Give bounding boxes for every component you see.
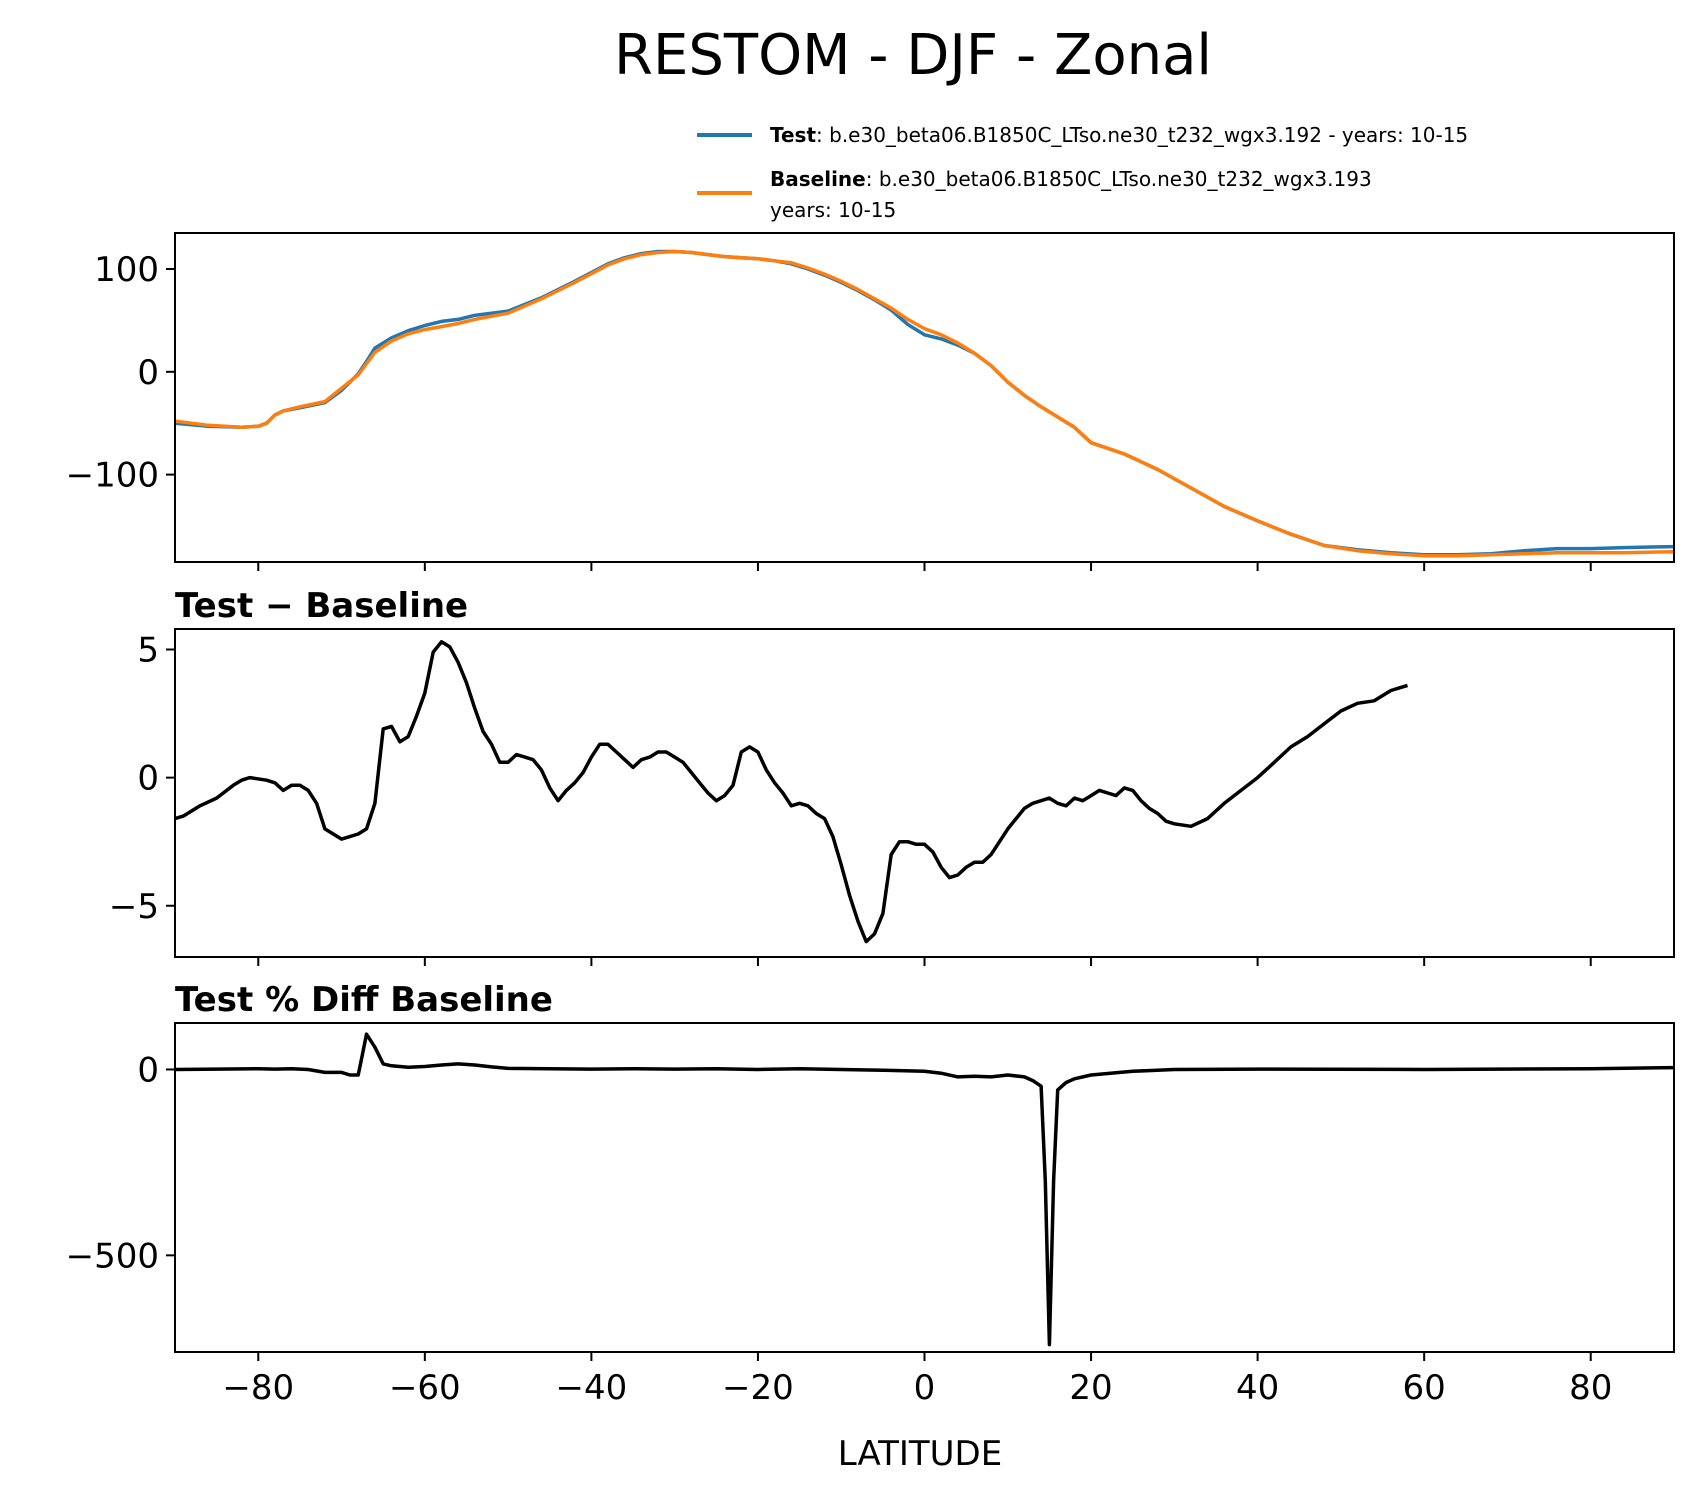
panel-title-2: Test − Baseline (175, 586, 468, 626)
x-tick-label: 80 (1569, 1368, 1612, 1408)
panel-title-3: Test % Diff Baseline (175, 980, 553, 1020)
chart-title: RESTOM - DJF - Zonal (614, 23, 1212, 88)
legend: Test: b.e30_beta06.B1850C_LTso.ne30_t232… (697, 123, 1468, 222)
x-tick-label: 60 (1403, 1368, 1446, 1408)
x-tick-label: 20 (1069, 1368, 1112, 1408)
series-line-baseline-panel-1 (175, 249, 1674, 558)
x-tick-label: −60 (389, 1368, 461, 1408)
x-tick-label: −40 (556, 1368, 628, 1408)
legend-baseline-sep: : (866, 167, 879, 191)
x-tick-label: 40 (1236, 1368, 1279, 1408)
x-axis-label: LATITUDE (838, 1434, 1002, 1474)
legend-test-text: b.e30_beta06.B1850C_LTso.ne30_t232_wgx3.… (829, 123, 1468, 147)
x-tick-label: −80 (222, 1368, 294, 1408)
y-tick-label: −100 (66, 456, 159, 496)
y-tick-label: 0 (137, 353, 159, 393)
y-tick-label: 5 (137, 631, 159, 671)
y-tick-label: −5 (109, 887, 159, 927)
panels: 100 0 −100 5 0 −5 Test − Baseline 0 −500 −80 −60 −4… (66, 232, 1675, 1408)
series-line-test-baseline-panel-2 (175, 640, 1409, 944)
x-tick-label: 0 (914, 1368, 936, 1408)
y-tick-label: −500 (66, 1236, 159, 1276)
legend-test-label: Test: b.e30_beta06.B1850C_LTso.ne30_t232… (770, 123, 1468, 147)
panel-2: 5 0 −5 Test − Baseline (109, 586, 1675, 966)
legend-test-name: Test (770, 123, 816, 147)
panel-1: 100 0 −100 (66, 232, 1675, 571)
legend-baseline-name: Baseline (770, 167, 866, 191)
y-tick-label: 0 (137, 759, 159, 799)
legend-test-sep: : (816, 123, 829, 147)
series-line-test-diff-baseline-panel-3 (175, 1032, 1674, 1347)
legend-baseline-text: b.e30_beta06.B1850C_LTso.ne30_t232_wgx3.… (879, 167, 1372, 191)
legend-baseline-years: years: 10-15 (770, 198, 896, 222)
panel-3: 0 −500 −80 −60 −40 −20 0 20 40 60 80 Test % Diff Ba… (66, 980, 1675, 1408)
y-tick-label: 0 (137, 1050, 159, 1090)
y-tick-label: 100 (94, 250, 159, 290)
legend-baseline-label: Baseline: b.e30_beta06.B1850C_LTso.ne30_… (770, 167, 1372, 191)
x-tick-label: −20 (722, 1368, 794, 1408)
